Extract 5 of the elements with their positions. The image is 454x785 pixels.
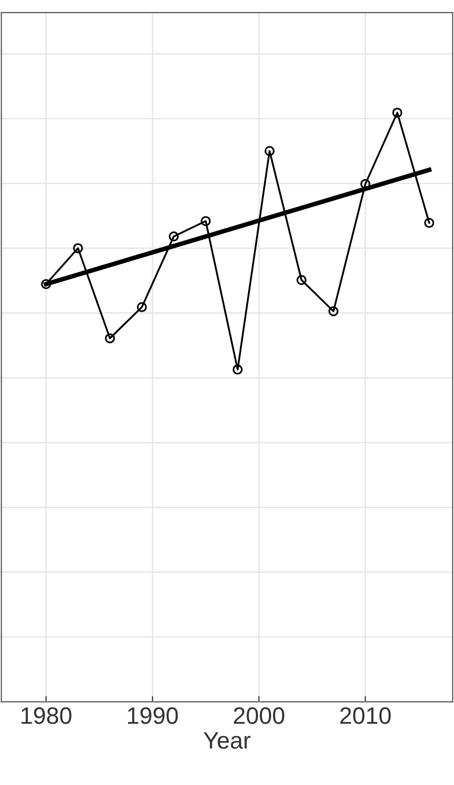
x-tick-label: 1980	[22, 707, 72, 724]
x-tick-label: 2010	[340, 707, 391, 724]
x-tick-label: 1990	[128, 707, 178, 724]
x-axis-title: Year	[204, 732, 250, 749]
x-tick-label: 2000	[234, 707, 284, 724]
